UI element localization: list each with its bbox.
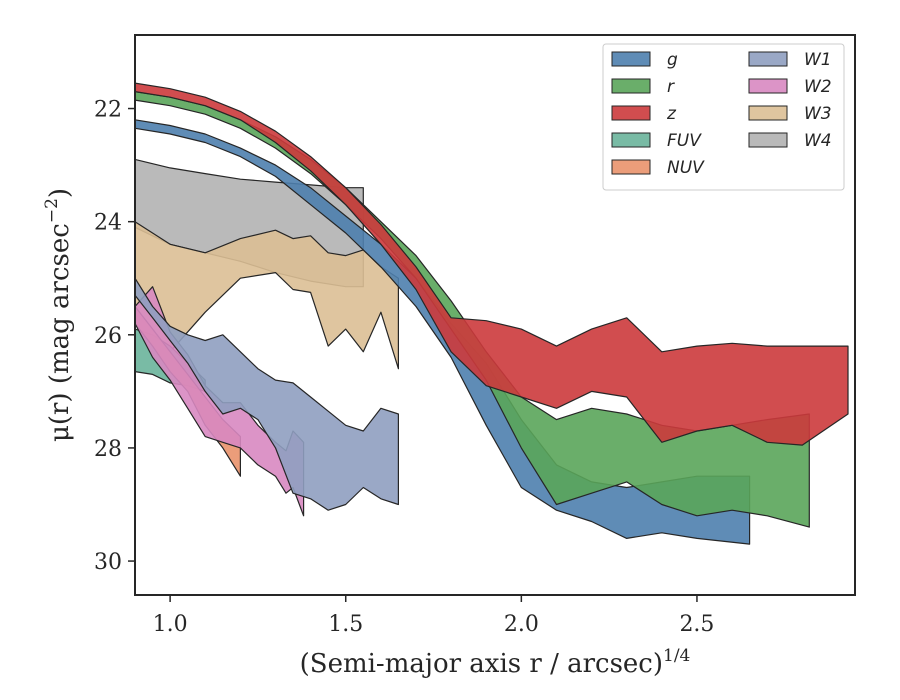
legend-label-nuv: NUV xyxy=(667,158,705,178)
x-tick-label: 2.0 xyxy=(504,612,539,637)
x-tick-label: 2.5 xyxy=(679,612,714,637)
series-band-r xyxy=(134,90,810,528)
legend-label-fuv: FUV xyxy=(667,131,702,151)
series-band-w1 xyxy=(134,277,399,511)
legend-label-z: z xyxy=(666,104,677,124)
y-axis-label-suffix: ) xyxy=(45,188,75,198)
x-axis: 1.0 1.5 2.0 2.5 xyxy=(153,595,714,637)
legend-label-w4: W4 xyxy=(804,131,832,151)
legend-swatch-w3 xyxy=(748,105,788,121)
x-axis-label-exponent: 1/4 xyxy=(663,646,690,666)
legend-swatch-w4 xyxy=(748,132,788,148)
y-tick-label: 26 xyxy=(94,324,122,349)
series-band-z xyxy=(134,82,849,446)
y-tick-label: 24 xyxy=(94,211,122,236)
legend-label-r: r xyxy=(667,77,675,97)
y-axis-label-text: μ(r) (mag arcsec xyxy=(45,223,75,442)
y-axis-label: μ(r) (mag arcsec−2) xyxy=(42,188,75,442)
legend-swatch-z xyxy=(611,105,651,121)
x-axis-label-text: (Semi-major axis r / arcsec) xyxy=(300,649,663,679)
legend-label-g: g xyxy=(667,50,678,70)
legend-swatch-r xyxy=(611,78,651,94)
legend-swatch-fuv xyxy=(611,132,651,148)
legend-swatch-w1 xyxy=(748,51,788,67)
legend-label-w2: W2 xyxy=(804,77,832,97)
legend-label-w1: W1 xyxy=(804,50,832,70)
series-layer xyxy=(134,82,849,545)
y-tick-label: 22 xyxy=(94,98,122,123)
legend-swatch-g xyxy=(611,51,651,67)
x-tick-label: 1.5 xyxy=(328,612,363,637)
y-tick-label: 30 xyxy=(94,550,122,575)
y-tick-label: 28 xyxy=(94,437,122,462)
legend-swatch-w2 xyxy=(748,78,788,94)
legend-label-w3: W3 xyxy=(804,104,832,124)
x-tick-label: 1.0 xyxy=(153,612,188,637)
series-band-w3 xyxy=(134,221,399,370)
y-axis-label-exponent: −2 xyxy=(42,198,62,223)
plot-frame xyxy=(134,34,856,596)
x-axis-label: (Semi-major axis r / arcsec)1/4 xyxy=(300,646,691,679)
legend-swatch-nuv xyxy=(611,159,651,175)
legend: grz FUV NUV W1 W2 W3 W4 xyxy=(602,43,845,191)
y-axis: 22 24 26 28 30 xyxy=(94,98,135,575)
